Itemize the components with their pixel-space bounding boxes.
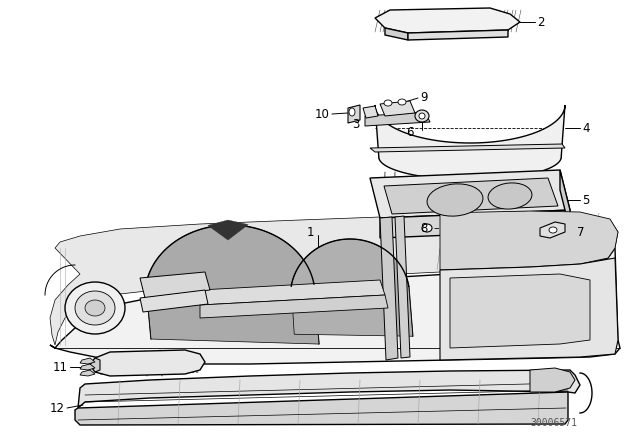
Text: 6: 6 <box>406 125 414 138</box>
Polygon shape <box>80 370 95 376</box>
Polygon shape <box>370 170 570 218</box>
Ellipse shape <box>398 99 406 105</box>
Polygon shape <box>375 8 520 33</box>
Polygon shape <box>384 178 558 214</box>
Text: 5: 5 <box>582 194 589 207</box>
Polygon shape <box>78 370 580 408</box>
Polygon shape <box>440 211 618 270</box>
Polygon shape <box>208 220 248 240</box>
Polygon shape <box>380 217 398 360</box>
Ellipse shape <box>415 110 429 122</box>
Polygon shape <box>380 210 570 238</box>
Ellipse shape <box>549 227 557 233</box>
Ellipse shape <box>422 224 432 232</box>
Ellipse shape <box>75 291 115 325</box>
Polygon shape <box>140 290 208 312</box>
Text: 4: 4 <box>582 121 589 134</box>
Text: –: – <box>433 223 439 233</box>
Polygon shape <box>530 368 575 392</box>
Polygon shape <box>375 105 565 180</box>
Ellipse shape <box>419 113 425 119</box>
Polygon shape <box>395 216 410 358</box>
Polygon shape <box>146 225 319 344</box>
Polygon shape <box>560 170 570 230</box>
Text: 10: 10 <box>315 108 330 121</box>
Polygon shape <box>50 248 620 364</box>
Text: 9: 9 <box>420 90 428 103</box>
Polygon shape <box>291 239 413 336</box>
Polygon shape <box>540 222 565 238</box>
Polygon shape <box>200 295 388 318</box>
Text: 7: 7 <box>577 225 584 238</box>
Polygon shape <box>200 280 385 305</box>
Ellipse shape <box>488 183 532 209</box>
Text: 30006571: 30006571 <box>530 418 577 428</box>
Ellipse shape <box>349 108 355 116</box>
Polygon shape <box>380 101 415 116</box>
Polygon shape <box>408 30 508 40</box>
Polygon shape <box>385 28 408 40</box>
Ellipse shape <box>85 300 105 316</box>
Polygon shape <box>90 350 205 376</box>
Polygon shape <box>50 212 618 345</box>
Polygon shape <box>440 258 618 360</box>
Polygon shape <box>80 364 95 370</box>
Ellipse shape <box>384 100 392 106</box>
Ellipse shape <box>65 282 125 334</box>
Polygon shape <box>450 274 590 348</box>
Text: 3: 3 <box>352 117 360 130</box>
Polygon shape <box>370 144 565 152</box>
Polygon shape <box>75 392 568 425</box>
Polygon shape <box>80 358 95 364</box>
Text: 8: 8 <box>420 221 428 234</box>
Polygon shape <box>365 112 430 126</box>
Text: 11: 11 <box>53 361 68 374</box>
Polygon shape <box>348 105 360 123</box>
Text: 1: 1 <box>307 225 314 238</box>
Text: 12: 12 <box>50 401 65 414</box>
Polygon shape <box>140 272 210 298</box>
Polygon shape <box>90 358 100 372</box>
Ellipse shape <box>427 184 483 216</box>
Text: 2: 2 <box>537 16 545 29</box>
Polygon shape <box>363 106 378 118</box>
